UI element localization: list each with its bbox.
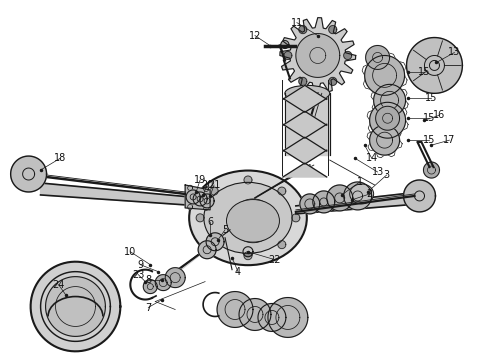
Polygon shape bbox=[210, 240, 218, 249]
Text: 15: 15 bbox=[423, 135, 436, 145]
Polygon shape bbox=[31, 262, 121, 351]
Polygon shape bbox=[429, 60, 440, 71]
Text: 3: 3 bbox=[384, 170, 390, 180]
Text: 20: 20 bbox=[201, 180, 213, 190]
Polygon shape bbox=[244, 176, 252, 184]
Text: 23: 23 bbox=[132, 270, 145, 280]
Ellipse shape bbox=[226, 199, 279, 242]
Polygon shape bbox=[343, 182, 371, 210]
Polygon shape bbox=[165, 268, 185, 288]
Polygon shape bbox=[329, 77, 337, 85]
Text: 7: 7 bbox=[145, 302, 151, 312]
Polygon shape bbox=[41, 183, 200, 206]
Text: 17: 17 bbox=[443, 135, 456, 145]
Polygon shape bbox=[185, 185, 210, 210]
Text: 14: 14 bbox=[366, 153, 378, 163]
Text: 13: 13 bbox=[448, 48, 461, 58]
Polygon shape bbox=[366, 45, 390, 69]
Polygon shape bbox=[11, 156, 47, 192]
Text: 19: 19 bbox=[194, 175, 206, 185]
Polygon shape bbox=[284, 51, 292, 59]
Text: 4: 4 bbox=[235, 267, 241, 276]
Polygon shape bbox=[186, 190, 200, 204]
Polygon shape bbox=[283, 111, 327, 125]
Polygon shape bbox=[369, 125, 399, 155]
Text: 9: 9 bbox=[137, 260, 144, 270]
Polygon shape bbox=[299, 77, 307, 85]
Polygon shape bbox=[188, 204, 193, 210]
Polygon shape bbox=[365, 55, 405, 95]
Polygon shape bbox=[198, 241, 216, 259]
Text: 15: 15 bbox=[418, 67, 431, 77]
Polygon shape bbox=[285, 93, 330, 155]
Polygon shape bbox=[188, 185, 193, 190]
Polygon shape bbox=[278, 187, 286, 195]
Polygon shape bbox=[204, 186, 209, 192]
Text: 5: 5 bbox=[222, 225, 228, 235]
Polygon shape bbox=[327, 185, 353, 211]
Polygon shape bbox=[283, 85, 327, 99]
Polygon shape bbox=[210, 187, 218, 195]
Polygon shape bbox=[283, 163, 327, 177]
Polygon shape bbox=[204, 206, 209, 210]
Polygon shape bbox=[155, 275, 171, 291]
Polygon shape bbox=[278, 240, 286, 249]
Ellipse shape bbox=[285, 85, 330, 101]
Polygon shape bbox=[329, 26, 337, 33]
Polygon shape bbox=[280, 18, 356, 93]
Polygon shape bbox=[258, 303, 286, 332]
Polygon shape bbox=[283, 137, 327, 151]
Polygon shape bbox=[196, 214, 204, 222]
Polygon shape bbox=[206, 233, 224, 251]
Text: 1: 1 bbox=[357, 177, 363, 187]
Polygon shape bbox=[343, 51, 352, 59]
Polygon shape bbox=[283, 124, 327, 138]
Text: 16: 16 bbox=[433, 110, 445, 120]
Polygon shape bbox=[376, 106, 399, 130]
Text: 10: 10 bbox=[124, 247, 136, 257]
Polygon shape bbox=[200, 194, 214, 208]
Ellipse shape bbox=[189, 171, 307, 265]
Text: 6: 6 bbox=[207, 217, 213, 227]
Polygon shape bbox=[296, 33, 340, 77]
Text: 21: 21 bbox=[208, 180, 220, 190]
Polygon shape bbox=[283, 98, 327, 112]
Ellipse shape bbox=[204, 183, 292, 253]
Text: 18: 18 bbox=[54, 153, 67, 163]
Polygon shape bbox=[283, 150, 327, 164]
Polygon shape bbox=[313, 191, 335, 213]
Polygon shape bbox=[404, 180, 436, 212]
Polygon shape bbox=[423, 162, 440, 178]
Text: 22: 22 bbox=[269, 255, 281, 265]
Text: 8: 8 bbox=[145, 275, 151, 285]
Text: 2: 2 bbox=[367, 189, 373, 199]
Polygon shape bbox=[281, 41, 289, 49]
Text: 15: 15 bbox=[425, 93, 438, 103]
Polygon shape bbox=[143, 280, 157, 293]
Polygon shape bbox=[300, 194, 320, 214]
Text: 12: 12 bbox=[249, 31, 261, 41]
Polygon shape bbox=[150, 230, 230, 293]
Polygon shape bbox=[299, 26, 307, 33]
Polygon shape bbox=[374, 84, 406, 116]
Polygon shape bbox=[244, 252, 252, 260]
Polygon shape bbox=[292, 214, 300, 222]
Polygon shape bbox=[369, 102, 406, 138]
Polygon shape bbox=[217, 292, 253, 328]
Polygon shape bbox=[296, 192, 419, 214]
Text: 24: 24 bbox=[52, 280, 65, 289]
Polygon shape bbox=[193, 192, 207, 206]
Polygon shape bbox=[231, 199, 275, 243]
Text: 15: 15 bbox=[423, 113, 436, 123]
Ellipse shape bbox=[350, 184, 374, 204]
Polygon shape bbox=[243, 247, 253, 257]
Polygon shape bbox=[239, 298, 271, 330]
Polygon shape bbox=[46, 276, 105, 336]
Text: 11: 11 bbox=[291, 18, 303, 28]
Polygon shape bbox=[268, 298, 308, 337]
Polygon shape bbox=[407, 37, 463, 93]
Text: 13: 13 bbox=[371, 167, 384, 177]
